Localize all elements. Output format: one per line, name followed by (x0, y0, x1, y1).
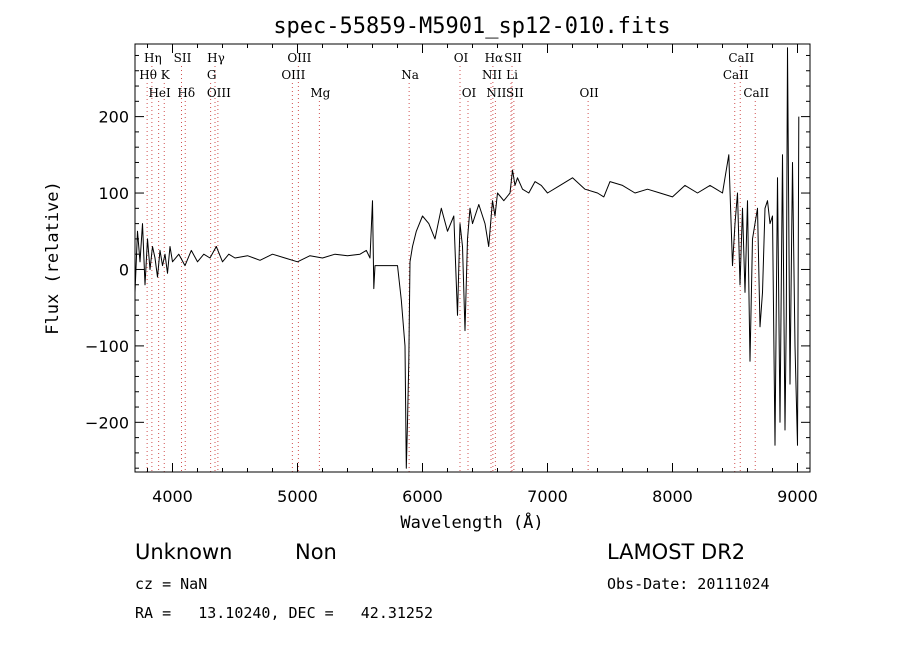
line-marker-label-13: OI (454, 51, 469, 65)
chart-title: spec-55859-M5901_sp12-010.fits (273, 14, 670, 39)
line-marker-label-11: Mg (310, 86, 330, 100)
line-marker-label-14: OI (462, 86, 477, 100)
y-tick-label-0: −200 (85, 413, 129, 432)
line-marker-label-4: SII (174, 51, 192, 65)
axis-ticks: 4000 5000 6000 7000 8000 9000 −200 −100 0 100 200 (85, 44, 818, 506)
x-tick-label-0: 4000 (152, 487, 193, 506)
coordinates-text: RA = 13.10240, DEC = 42.31252 (135, 604, 434, 622)
line-marker-label-10: OIII (281, 68, 305, 82)
line-marker-label-20: SII (506, 86, 524, 100)
x-tick-label-3: 7000 (527, 487, 568, 506)
line-marker-label-6: Hγ (207, 51, 225, 65)
line-markers: Hη Hθ K HeI SII Hδ Hγ G OIII OIII OIII Mg Na OI OI Hα NI… (139, 51, 769, 472)
x-axis-label: Wavelength (Å) (400, 511, 543, 533)
y-axis-label: Flux (relative) (43, 181, 63, 335)
line-marker-label-5: Hδ (177, 86, 195, 100)
line-marker-label-21: OII (579, 86, 599, 100)
spectrum-line (134, 47, 800, 469)
line-marker-label-8: OIII (207, 86, 231, 100)
x-tick-label-2: 6000 (402, 487, 443, 506)
line-marker-label-15: Hα (485, 51, 504, 65)
line-marker-label-23: CaII (723, 68, 749, 82)
line-marker-label-12: Na (401, 68, 419, 82)
line-marker-label-1: Hθ (139, 68, 157, 82)
line-marker-label-7: G (207, 68, 217, 82)
line-marker-label-2: K (161, 68, 171, 82)
redshift-text: cz = NaN (135, 575, 208, 593)
line-marker-label-0: Hη (144, 51, 162, 65)
x-tick-label-1: 5000 (277, 487, 318, 506)
line-marker-label-18: SII (504, 51, 522, 65)
line-marker-label-3: HeI (148, 86, 171, 100)
line-marker-label-24: CaII (743, 86, 769, 100)
y-tick-label-1: −100 (85, 337, 129, 356)
object-class: Unknown (135, 540, 233, 564)
x-tick-label-4: 8000 (652, 487, 693, 506)
line-marker-label-19: Li (506, 68, 518, 82)
line-marker-label-17: NII (486, 86, 506, 100)
line-marker-label-9: OIII (287, 51, 311, 65)
y-tick-label-4: 200 (98, 108, 129, 127)
spectrum-series (134, 47, 800, 469)
line-marker-label-16: NII (482, 68, 502, 82)
survey-name: LAMOST DR2 (607, 540, 746, 564)
line-marker-label-22: CaII (728, 51, 754, 65)
object-subclass: Non (295, 540, 337, 564)
y-tick-label-2: 0 (119, 260, 129, 279)
obs-date-text: Obs-Date: 20111024 (607, 575, 770, 593)
y-tick-label-3: 100 (98, 184, 129, 203)
x-tick-label-5: 9000 (777, 487, 818, 506)
